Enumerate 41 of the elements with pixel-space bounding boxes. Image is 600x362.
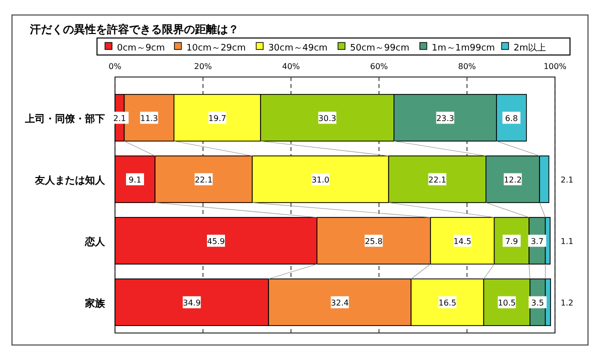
y-tick-label: 恋人	[84, 236, 106, 248]
text: 11.3	[140, 114, 158, 123]
text: 6.8	[505, 114, 518, 123]
legend-label: 50cm～99cm	[350, 44, 410, 54]
text: 31.0	[312, 175, 330, 184]
text: 22.1	[194, 175, 213, 184]
y-tick-label: 家族	[84, 297, 106, 310]
y-tick-label: 上司・同僚・部下	[24, 112, 105, 125]
y-tick-label: 友人または知人	[34, 174, 106, 186]
text: 2.1	[560, 175, 574, 184]
text: 25.8	[364, 236, 383, 246]
x-tick-label: 20%	[194, 62, 212, 71]
text: 45.9	[207, 236, 225, 246]
text: 23.3	[436, 114, 454, 123]
legend-label: 30cm～49cm	[268, 44, 328, 54]
x-tick-label: 100%	[544, 62, 567, 71]
text: 30.3	[318, 114, 336, 123]
text: 1.1	[560, 236, 574, 246]
x-tick-label: 80%	[458, 62, 476, 71]
text: 14.5	[453, 236, 472, 246]
text: 1.2	[560, 298, 574, 308]
x-tick-label: 0%	[108, 62, 122, 71]
legend-label: 1m～1m99cm	[432, 44, 495, 54]
text: 3.7	[530, 236, 544, 246]
text: 2.1	[113, 114, 126, 123]
text: 16.5	[438, 298, 456, 308]
text: 22.1	[428, 175, 446, 184]
chart-title: 汗だくの異性を許容できる限界の距離は？	[29, 23, 239, 36]
x-tick-label: 40%	[282, 62, 300, 71]
text: 3.5	[531, 298, 544, 308]
text: 10.5	[498, 298, 516, 308]
text: 32.4	[330, 298, 349, 308]
text: 7.9	[505, 236, 518, 246]
legend-label: 0cm～9cm	[117, 44, 165, 54]
legend-label: 10cm～29cm	[186, 44, 246, 54]
text: 19.7	[208, 114, 226, 123]
text: 34.9	[182, 298, 201, 308]
text: 9.1	[128, 175, 142, 184]
text: 12.2	[504, 175, 522, 184]
x-tick-label: 60%	[370, 62, 388, 71]
legend-label: 2m以上	[514, 42, 546, 54]
